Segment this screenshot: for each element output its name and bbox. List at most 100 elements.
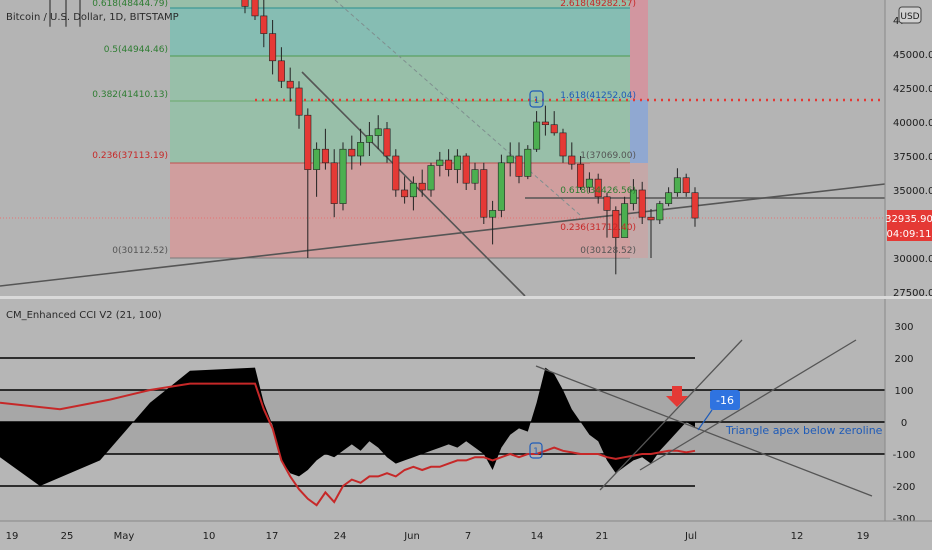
- candle[interactable]: [612, 206, 620, 275]
- candle-body: [436, 159, 444, 166]
- candle[interactable]: [541, 105, 549, 136]
- candle[interactable]: [392, 149, 400, 197]
- candle[interactable]: [374, 115, 382, 150]
- candle[interactable]: [533, 111, 541, 152]
- pane-separator[interactable]: [0, 296, 932, 299]
- candle[interactable]: [269, 20, 277, 75]
- candle-body: [568, 155, 576, 165]
- candle[interactable]: [524, 145, 532, 180]
- candle[interactable]: [427, 162, 435, 197]
- triangle-lower-line[interactable]: [599, 339, 743, 491]
- candle[interactable]: [304, 108, 312, 258]
- candle[interactable]: [629, 179, 637, 211]
- time-axis[interactable]: [0, 521, 932, 550]
- fib-label-left: 0.382(41410.13): [92, 90, 168, 100]
- time-tick-label: 19: [6, 531, 19, 542]
- candle-body: [418, 182, 426, 191]
- candle[interactable]: [550, 111, 558, 136]
- candle[interactable]: [330, 149, 338, 218]
- candle[interactable]: [665, 187, 673, 207]
- candle[interactable]: [471, 162, 479, 190]
- candle-body: [330, 162, 338, 204]
- candle-body: [524, 148, 532, 177]
- candle[interactable]: [357, 128, 365, 166]
- candles-group: [49, 0, 699, 275]
- triangle-annotation: Triangle apex below zeroline: [725, 424, 883, 437]
- candle[interactable]: [348, 135, 356, 170]
- fib-zone-red: [170, 163, 630, 258]
- candle-body: [656, 203, 664, 221]
- candle[interactable]: [339, 142, 347, 211]
- time-tick-label: Jul: [684, 531, 697, 542]
- price-axis[interactable]: [885, 0, 932, 296]
- indicator-axis[interactable]: [885, 299, 932, 521]
- candle[interactable]: [321, 128, 329, 170]
- fib-label-right: 0.618(34426.56): [560, 186, 636, 196]
- candle[interactable]: [251, 0, 259, 20]
- candle-body: [480, 169, 488, 218]
- candle[interactable]: [295, 81, 303, 129]
- candle[interactable]: [603, 192, 611, 238]
- candle[interactable]: [497, 154, 505, 218]
- candle[interactable]: [383, 122, 391, 163]
- candle[interactable]: [656, 200, 664, 224]
- fib-ext-red: [630, 0, 648, 100]
- candle[interactable]: [577, 156, 585, 190]
- fib-trend-dashed: [334, 0, 581, 216]
- candle[interactable]: [453, 149, 461, 184]
- candle-body: [665, 192, 673, 204]
- support-trendline[interactable]: [0, 183, 886, 287]
- candle[interactable]: [621, 196, 629, 238]
- price-marker-box[interactable]: [529, 90, 544, 108]
- candle-body: [577, 163, 585, 188]
- candle[interactable]: [568, 142, 576, 170]
- candle-body: [506, 155, 514, 164]
- candle[interactable]: [559, 128, 567, 163]
- price-tick-label: 42500.00: [893, 84, 932, 95]
- currency-badge[interactable]: [898, 6, 922, 24]
- candle-body: [401, 189, 409, 198]
- candle[interactable]: [594, 173, 602, 204]
- indicator-marker-box[interactable]: [529, 442, 543, 459]
- candle[interactable]: [241, 0, 249, 14]
- fib-label-left: 0.236(37113.19): [92, 151, 168, 161]
- candle-body: [374, 128, 382, 136]
- candle[interactable]: [647, 209, 655, 258]
- candle[interactable]: [445, 149, 453, 177]
- time-tick-label: Jun: [403, 531, 420, 542]
- candle[interactable]: [365, 122, 373, 156]
- fib-label-left: 0.5(44944.46): [104, 45, 168, 55]
- candle-body: [515, 155, 523, 177]
- candle-body: [682, 177, 690, 194]
- candle[interactable]: [691, 187, 699, 227]
- candle[interactable]: [418, 169, 426, 197]
- candle[interactable]: [260, 0, 268, 48]
- candle[interactable]: [682, 173, 690, 197]
- indicator-tick-label: -100: [893, 450, 916, 461]
- candle-body: [603, 196, 611, 211]
- candle[interactable]: [409, 176, 417, 211]
- candle[interactable]: [286, 67, 294, 102]
- candle-body: [339, 148, 347, 204]
- price-tick-label: 40000.00: [893, 118, 932, 129]
- candle[interactable]: [480, 162, 488, 224]
- candle[interactable]: [673, 168, 681, 197]
- price-marker-label: 1: [534, 96, 540, 106]
- candle[interactable]: [638, 181, 646, 224]
- candle[interactable]: [436, 151, 444, 177]
- candle[interactable]: [401, 176, 409, 204]
- triangle-lower-line-2[interactable]: [639, 339, 857, 471]
- candle-body: [673, 177, 681, 194]
- candle[interactable]: [489, 200, 497, 245]
- candle[interactable]: [585, 172, 593, 193]
- candle[interactable]: [515, 142, 523, 184]
- fib-labels-left: 0.618(48444.79) 0.5(44944.46) 0.382(41410.…: [92, 0, 168, 256]
- candle[interactable]: [506, 142, 514, 177]
- candle[interactable]: [462, 153, 470, 190]
- indicator-marker-label: 1: [533, 447, 539, 457]
- candle[interactable]: [313, 142, 321, 197]
- candle[interactable]: [277, 47, 285, 88]
- indicator-title: CM_Enhanced CCI V2 (21, 100): [6, 310, 162, 321]
